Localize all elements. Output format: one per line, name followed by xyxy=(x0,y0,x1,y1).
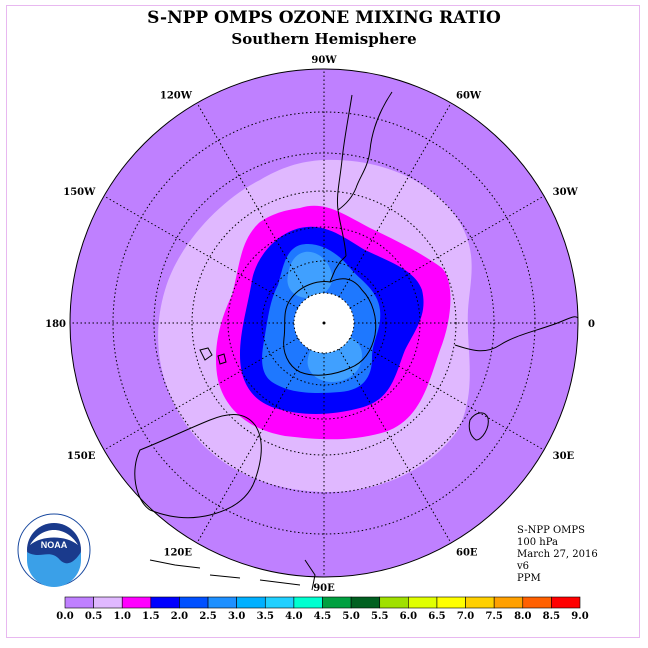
antarctic-peninsula xyxy=(329,255,347,283)
longitude-label: 60W xyxy=(456,90,482,101)
meridian-line xyxy=(196,102,310,298)
colorbar-tick-label: 1.0 xyxy=(114,611,131,622)
longitude-label: 0 xyxy=(588,319,595,330)
longitude-label: 180 xyxy=(45,319,66,330)
colorbar-segment xyxy=(379,596,409,609)
image-frame xyxy=(6,5,640,638)
colorbar-tick-label: 7.5 xyxy=(485,611,502,622)
colorbar-segment xyxy=(436,596,466,609)
colorbar-segment xyxy=(522,596,552,609)
indonesia-islands xyxy=(149,559,316,591)
colorbar-segment xyxy=(465,596,495,609)
colorbar-segment xyxy=(322,596,352,609)
colorbar-tick-label: 9.0 xyxy=(571,611,588,622)
logo-bird xyxy=(30,530,78,545)
noaa-logo: NOAA xyxy=(17,513,91,587)
map-subtitle: Southern Hemisphere xyxy=(231,30,417,48)
colorbar-segment xyxy=(551,596,581,609)
meridian-line xyxy=(349,195,545,309)
madagascar xyxy=(468,412,489,441)
units-label: PPM xyxy=(517,573,541,584)
colorbar: 0.0 0.5 1.0 1.5 2.0 2.5 3.0 3.5 4.0 4.5 5.0 5.5 6.0 6… xyxy=(56,596,589,622)
colorbar-segment xyxy=(121,596,152,609)
colorbar-segment xyxy=(64,596,94,609)
colorbar-tick-label: 4.0 xyxy=(285,611,302,622)
longitude-label: 120W xyxy=(160,90,193,101)
colorbar-tick-label: 2.0 xyxy=(171,611,188,622)
meridian-line xyxy=(349,337,545,451)
meridian-line xyxy=(103,195,299,309)
version-label: v6 xyxy=(517,561,530,572)
colorbar-tick-label: 6.0 xyxy=(400,611,417,622)
graticule xyxy=(70,69,578,577)
colorbar-segment xyxy=(408,596,438,609)
new-zealand xyxy=(199,347,227,365)
colorbar-tick-label: 0.0 xyxy=(56,611,73,622)
latitude-circle-60s xyxy=(227,226,421,420)
globe-outline xyxy=(69,68,579,578)
colorbar-tick-label: 3.5 xyxy=(257,611,274,622)
map-title: S-NPP OMPS OZONE MIXING RATIO xyxy=(147,8,501,28)
africa-coast xyxy=(454,316,579,352)
meridians xyxy=(70,69,578,577)
longitude-label: 150E xyxy=(67,451,96,462)
logo-wave xyxy=(27,552,81,587)
colorbar-tick-label: 5.5 xyxy=(371,611,388,622)
longitude-label: 30W xyxy=(553,187,579,198)
meridian-line xyxy=(338,102,452,298)
colorbar-tick-label: 8.0 xyxy=(514,611,531,622)
colorbar-segment xyxy=(293,596,323,609)
longitude-label: 90W xyxy=(311,55,337,66)
longitude-labels: 90W 60W 30W 0 30E 60E 90E 120E 150E 180 150W 120W xyxy=(45,55,595,594)
colorbar-tick-label: 5.0 xyxy=(342,611,359,622)
south-pole-marker xyxy=(322,321,326,325)
colorbar-tick-label: 2.5 xyxy=(199,611,216,622)
colorbar-segment xyxy=(207,596,237,609)
meridian-line xyxy=(103,337,299,451)
colorbar-segment xyxy=(236,596,266,609)
pressure-level-label: 100 hPa xyxy=(517,537,558,548)
latitude-circle-50s xyxy=(191,190,457,456)
meridian-line xyxy=(338,348,452,544)
colorbar-segment xyxy=(179,596,209,609)
colorbar-segment xyxy=(150,596,180,609)
ozone-region-2.5 xyxy=(287,251,333,298)
colorbar-tick-label: 8.5 xyxy=(543,611,560,622)
longitude-label: 120E xyxy=(164,548,193,559)
australia-coast xyxy=(134,414,262,519)
colorbar-segment xyxy=(493,596,524,609)
south-america-coast xyxy=(337,91,393,257)
colorbar-tick-label: 1.5 xyxy=(142,611,159,622)
longitude-label: 60E xyxy=(456,548,478,559)
colorbar-tick-label: 0.5 xyxy=(85,611,102,622)
longitude-label: 150W xyxy=(63,187,96,198)
longitude-label: 90E xyxy=(313,583,335,594)
colorbar-tick-label: 4.5 xyxy=(314,611,331,622)
metadata-block: S-NPP OMPS 100 hPa March 27, 2016 v6 PPM xyxy=(517,525,598,585)
colorbar-tick-label: 7.0 xyxy=(457,611,474,622)
longitude-label: 30E xyxy=(553,451,575,462)
antarctica-coast xyxy=(283,278,377,376)
coastlines xyxy=(134,91,579,591)
logo-text: NOAA xyxy=(41,540,68,550)
colorbar-tick-label: 3.0 xyxy=(228,611,245,622)
colorbar-segment xyxy=(264,596,295,609)
instrument-label: S-NPP OMPS xyxy=(517,525,585,536)
colorbar-segment xyxy=(93,596,123,609)
colorbar-tick-label: 6.5 xyxy=(428,611,445,622)
meridian-line xyxy=(196,348,310,544)
date-label: March 27, 2016 xyxy=(517,549,598,560)
colorbar-segment xyxy=(350,596,381,609)
